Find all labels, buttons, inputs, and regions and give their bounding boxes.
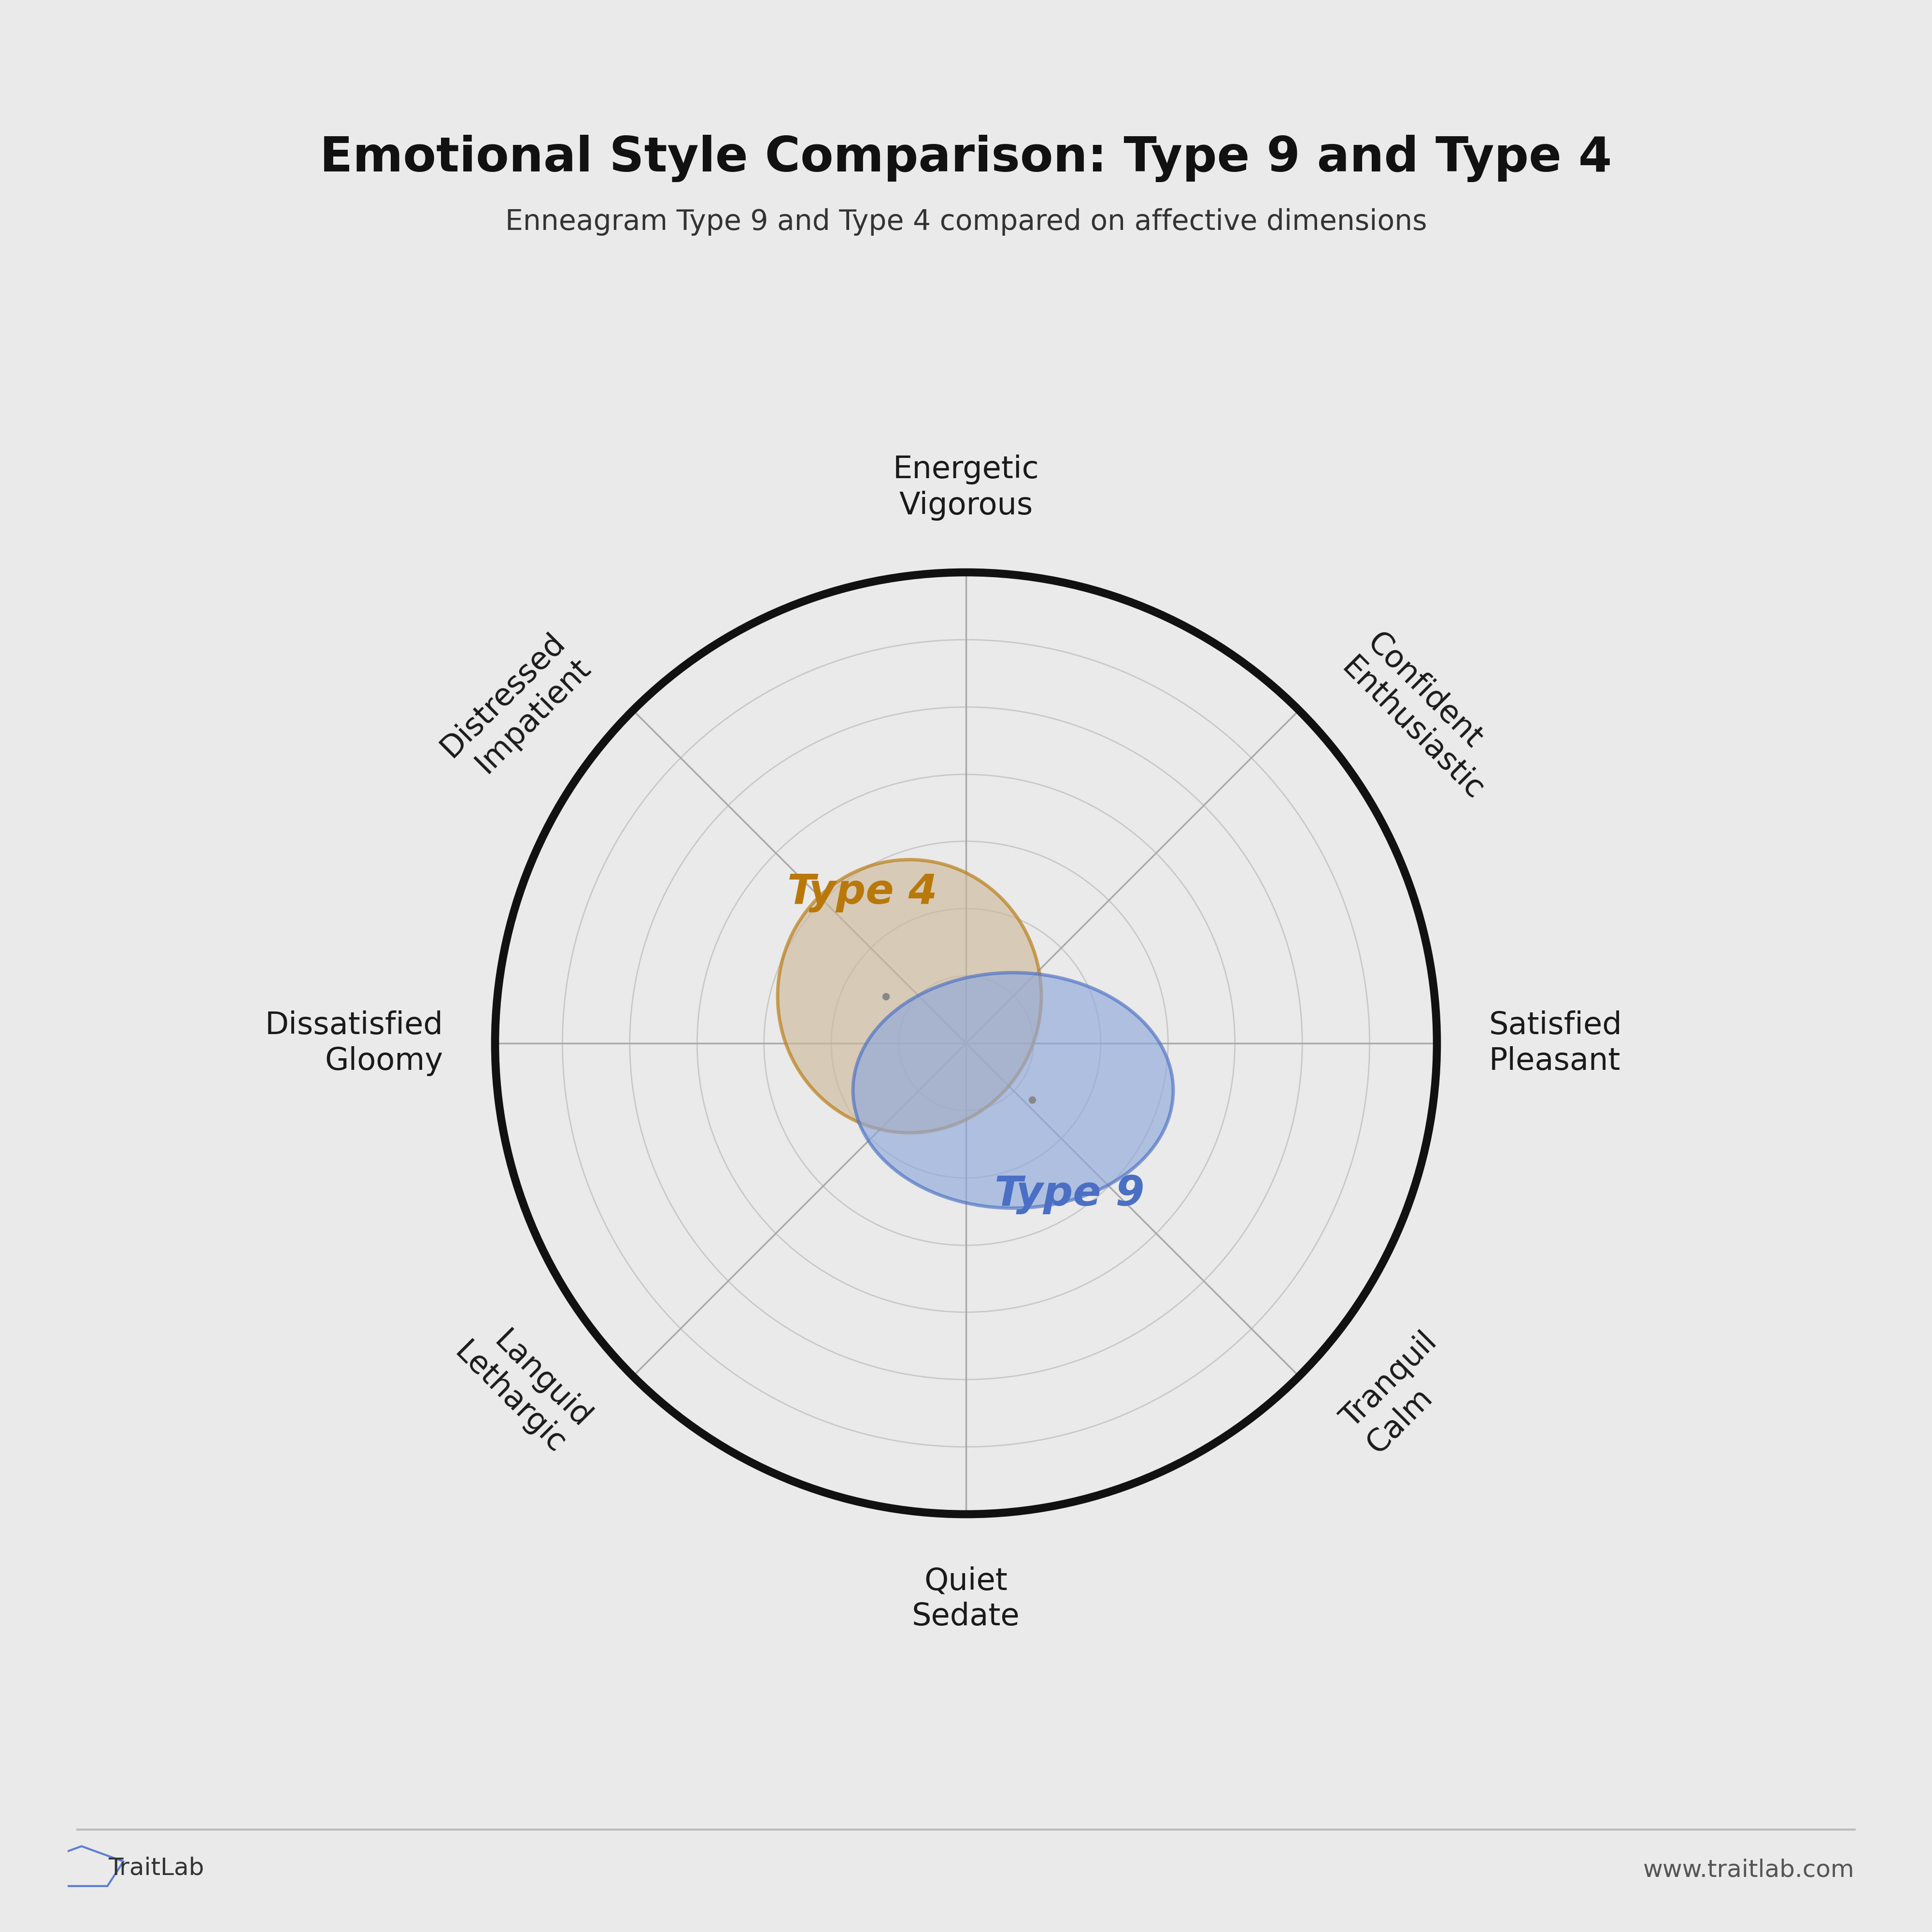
Text: www.traitlab.com: www.traitlab.com xyxy=(1644,1859,1855,1882)
Ellipse shape xyxy=(779,860,1041,1132)
Text: Languid
Lethargic: Languid Lethargic xyxy=(448,1312,597,1459)
Ellipse shape xyxy=(854,972,1173,1208)
Text: Energetic
Vigorous: Energetic Vigorous xyxy=(893,454,1039,520)
Text: Enneagram Type 9 and Type 4 compared on affective dimensions: Enneagram Type 9 and Type 4 compared on … xyxy=(504,209,1428,236)
Text: Type 9: Type 9 xyxy=(995,1175,1144,1213)
Text: Confident
Enthusiastic: Confident Enthusiastic xyxy=(1335,628,1515,806)
Text: Dissatisfied
Gloomy: Dissatisfied Gloomy xyxy=(265,1010,442,1076)
Text: Emotional Style Comparison: Type 9 and Type 4: Emotional Style Comparison: Type 9 and T… xyxy=(321,135,1611,182)
Text: Satisfied
Pleasant: Satisfied Pleasant xyxy=(1490,1010,1623,1076)
Text: Type 4: Type 4 xyxy=(788,873,937,912)
Text: Tranquil
Calm: Tranquil Calm xyxy=(1335,1327,1468,1459)
Text: Distressed
Impatient: Distressed Impatient xyxy=(435,628,597,788)
Text: TraitLab: TraitLab xyxy=(108,1857,205,1880)
Text: Quiet
Sedate: Quiet Sedate xyxy=(912,1567,1020,1633)
